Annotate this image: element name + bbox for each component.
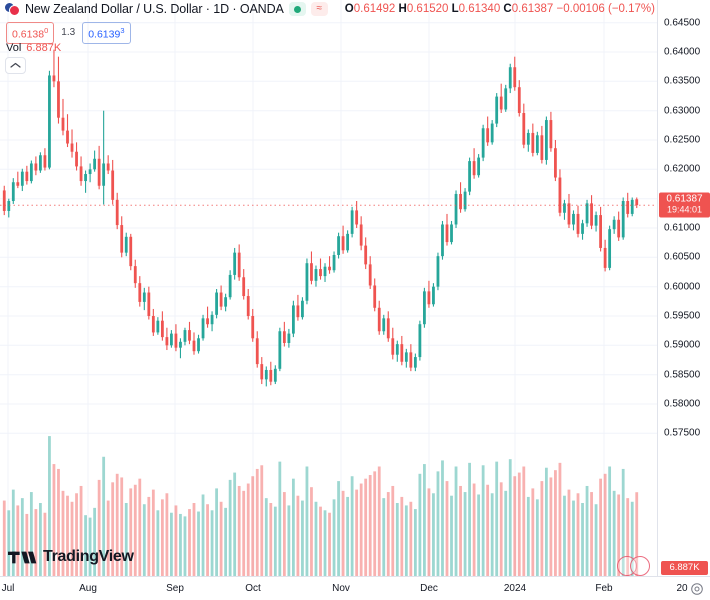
symbol-title[interactable]: New Zealand Dollar / U.S. Dollar · 1D · … xyxy=(25,2,284,16)
tradingview-logo[interactable]: TradingView xyxy=(8,548,134,566)
price-tick-label: 0.64500 xyxy=(664,17,701,29)
current-price-time: 19:44:01 xyxy=(666,204,703,215)
price-tick-label: 0.62500 xyxy=(664,134,701,146)
time-tick-label: 2024 xyxy=(503,583,527,594)
price-tick-label: 0.63500 xyxy=(664,75,701,87)
bid-price-sup: 0 xyxy=(44,26,49,35)
current-price-value: 0.61387 xyxy=(666,193,703,205)
volume-label: Vol xyxy=(6,42,22,54)
time-tick-label: Oct xyxy=(245,583,261,594)
time-tick-label: Feb xyxy=(595,583,613,594)
time-tick-label: Jul xyxy=(1,583,15,594)
gear-icon[interactable] xyxy=(690,582,704,596)
currency-flag-watermark-icon xyxy=(617,556,651,576)
volume-badge[interactable]: 6.887K xyxy=(661,561,708,575)
price-axis[interactable]: 0.64500 0.64000 0.63500 0.63000 0.62500 0.620… xyxy=(657,0,710,576)
candles-type-icon[interactable]: ≈ xyxy=(310,2,328,16)
bid-ask-row: 0.61380 1.3 0.61393 xyxy=(6,22,131,44)
price-tick-label: 0.61000 xyxy=(664,222,701,234)
volume-value: 6.887K xyxy=(26,42,62,54)
ohlc-high-value: 0.61520 xyxy=(406,3,449,15)
price-tick-label: 0.64000 xyxy=(664,46,701,58)
time-tick-label: Sep xyxy=(166,583,184,594)
tradingview-logo-text: TradingView xyxy=(43,548,134,565)
price-tick-label: 0.63000 xyxy=(664,105,701,117)
bid-price-badge[interactable]: 0.61380 xyxy=(6,22,55,44)
tradingview-mark-icon xyxy=(8,551,37,563)
time-tick-label: 20 xyxy=(676,583,688,594)
ask-price-sup: 3 xyxy=(120,26,125,35)
price-tick-label: 0.57500 xyxy=(664,427,701,439)
ohlc-close-label: C xyxy=(503,3,512,15)
time-axis[interactable]: Jul Aug Sep Oct Nov Dec 2024 Feb 20 xyxy=(0,576,710,600)
ohlc-high-label: H xyxy=(398,3,407,15)
ohlc-values: O0.61492 H0.61520 L0.61340 C0.61387 −0.0… xyxy=(345,3,655,15)
collapse-pane-button[interactable] xyxy=(5,57,26,74)
ohlc-close-value: 0.61387 xyxy=(511,3,554,15)
currency-flag-pair-icon xyxy=(4,2,20,16)
chevron-up-icon xyxy=(10,62,21,68)
price-tick-label: 0.59500 xyxy=(664,310,701,322)
current-price-badge[interactable]: 0.61387 19:44:01 xyxy=(659,192,710,218)
ohlc-change: −0.00106 (−0.17%) xyxy=(556,3,655,15)
time-tick-label: Nov xyxy=(332,583,350,594)
price-tick-label: 0.60000 xyxy=(664,281,701,293)
price-tick-label: 0.60500 xyxy=(664,251,701,263)
ohlc-low-label: L xyxy=(451,3,459,15)
time-tick-label: Aug xyxy=(79,583,97,594)
market-open-dot-icon[interactable] xyxy=(288,2,306,16)
price-tick-label: 0.59000 xyxy=(664,339,701,351)
spread-value: 1.3 xyxy=(61,27,76,39)
price-tick-label: 0.58000 xyxy=(664,398,701,410)
ohlc-open-label: O xyxy=(344,3,354,15)
bid-price-value: 0.6138 xyxy=(12,28,45,41)
chart-plot-area[interactable] xyxy=(0,0,657,576)
chart-legend-title-row: New Zealand Dollar / U.S. Dollar · 1D · … xyxy=(4,2,655,16)
volume-legend-row: Vol 6.887K xyxy=(6,42,61,54)
ask-price-value: 0.6139 xyxy=(88,28,121,41)
ohlc-open-value: 0.61492 xyxy=(353,3,396,15)
time-tick-label: Dec xyxy=(420,583,438,594)
candlestick-svg xyxy=(0,0,657,576)
price-tick-label: 0.62000 xyxy=(664,163,701,175)
ohlc-low-value: 0.61340 xyxy=(458,3,501,15)
ask-price-badge[interactable]: 0.61393 xyxy=(82,22,131,44)
price-tick-label: 0.58500 xyxy=(664,369,701,381)
